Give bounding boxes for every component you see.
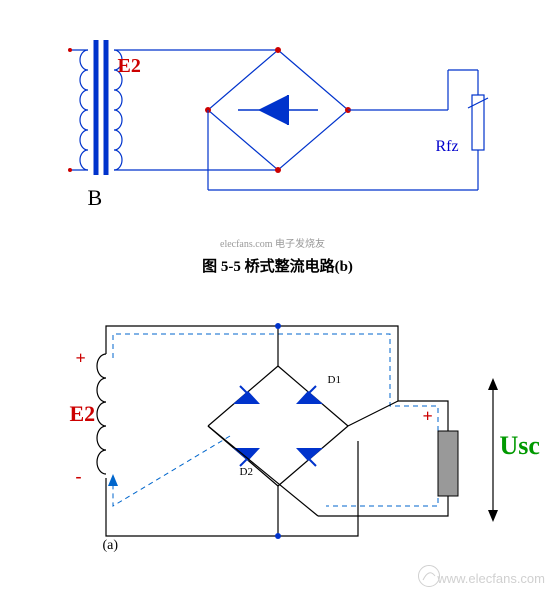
current-arrowhead <box>108 474 118 486</box>
subfigure-label: (a) <box>103 538 119 554</box>
primary-coil <box>80 50 88 170</box>
watermark-text: www.elecfans.com <box>437 571 545 586</box>
node-bot-rail <box>275 533 281 539</box>
sec-minus-label: - <box>76 466 82 487</box>
primary-terminal-bot <box>68 168 72 172</box>
sec-plus-label: + <box>76 348 86 369</box>
bottom-diagram: + E2 - D1 D2 + Usc (a) <box>18 306 538 586</box>
usc-arrow-bot <box>488 510 498 522</box>
diode-d1 <box>296 386 323 404</box>
bridge-group <box>208 366 348 486</box>
bridge-node-bot <box>275 167 281 173</box>
bottom-circuit-svg <box>18 306 538 566</box>
diode-d2 <box>296 448 323 466</box>
outer-wire-top-path <box>106 326 448 516</box>
out-plus-label: + <box>423 406 433 427</box>
load-box <box>438 431 458 496</box>
node-top-rail <box>275 323 281 329</box>
bridge-node-top <box>275 47 281 53</box>
top-caption: 图 5-5 桥式整流电路(b) <box>0 255 555 276</box>
transformer-name-label: B <box>88 185 103 211</box>
faint-watermark-text: elecfans.com 电子发烧友 <box>220 235 325 250</box>
top-diagram: E2 B Rfz <box>18 20 538 250</box>
load-label: Rfz <box>436 138 459 156</box>
outer-wire-bot-path <box>106 441 358 536</box>
usc-arrow-top <box>488 378 498 390</box>
sec-e2-label: E2 <box>70 401 96 427</box>
bridge-left-conn <box>208 426 318 516</box>
usc-label: Usc <box>500 431 540 461</box>
d1-label: D1 <box>328 374 341 386</box>
transformer-secondary-label: E2 <box>118 55 141 78</box>
bridge-right-conn <box>348 401 398 426</box>
d2-label: D2 <box>240 466 253 478</box>
current-path-dashed-1 <box>113 334 438 506</box>
secondary-coil-bottom <box>97 354 106 474</box>
resistor-tick <box>468 98 488 108</box>
top-diagram-container: E2 B Rfz 图 5-5 桥式整流电路(b) elecfans.com 电子… <box>0 20 555 276</box>
diode-d3 <box>233 386 260 404</box>
bottom-diagram-container: + E2 - D1 D2 + Usc (a) <box>0 306 555 586</box>
current-path-dashed-return <box>113 436 230 506</box>
primary-terminal-top <box>68 48 72 52</box>
